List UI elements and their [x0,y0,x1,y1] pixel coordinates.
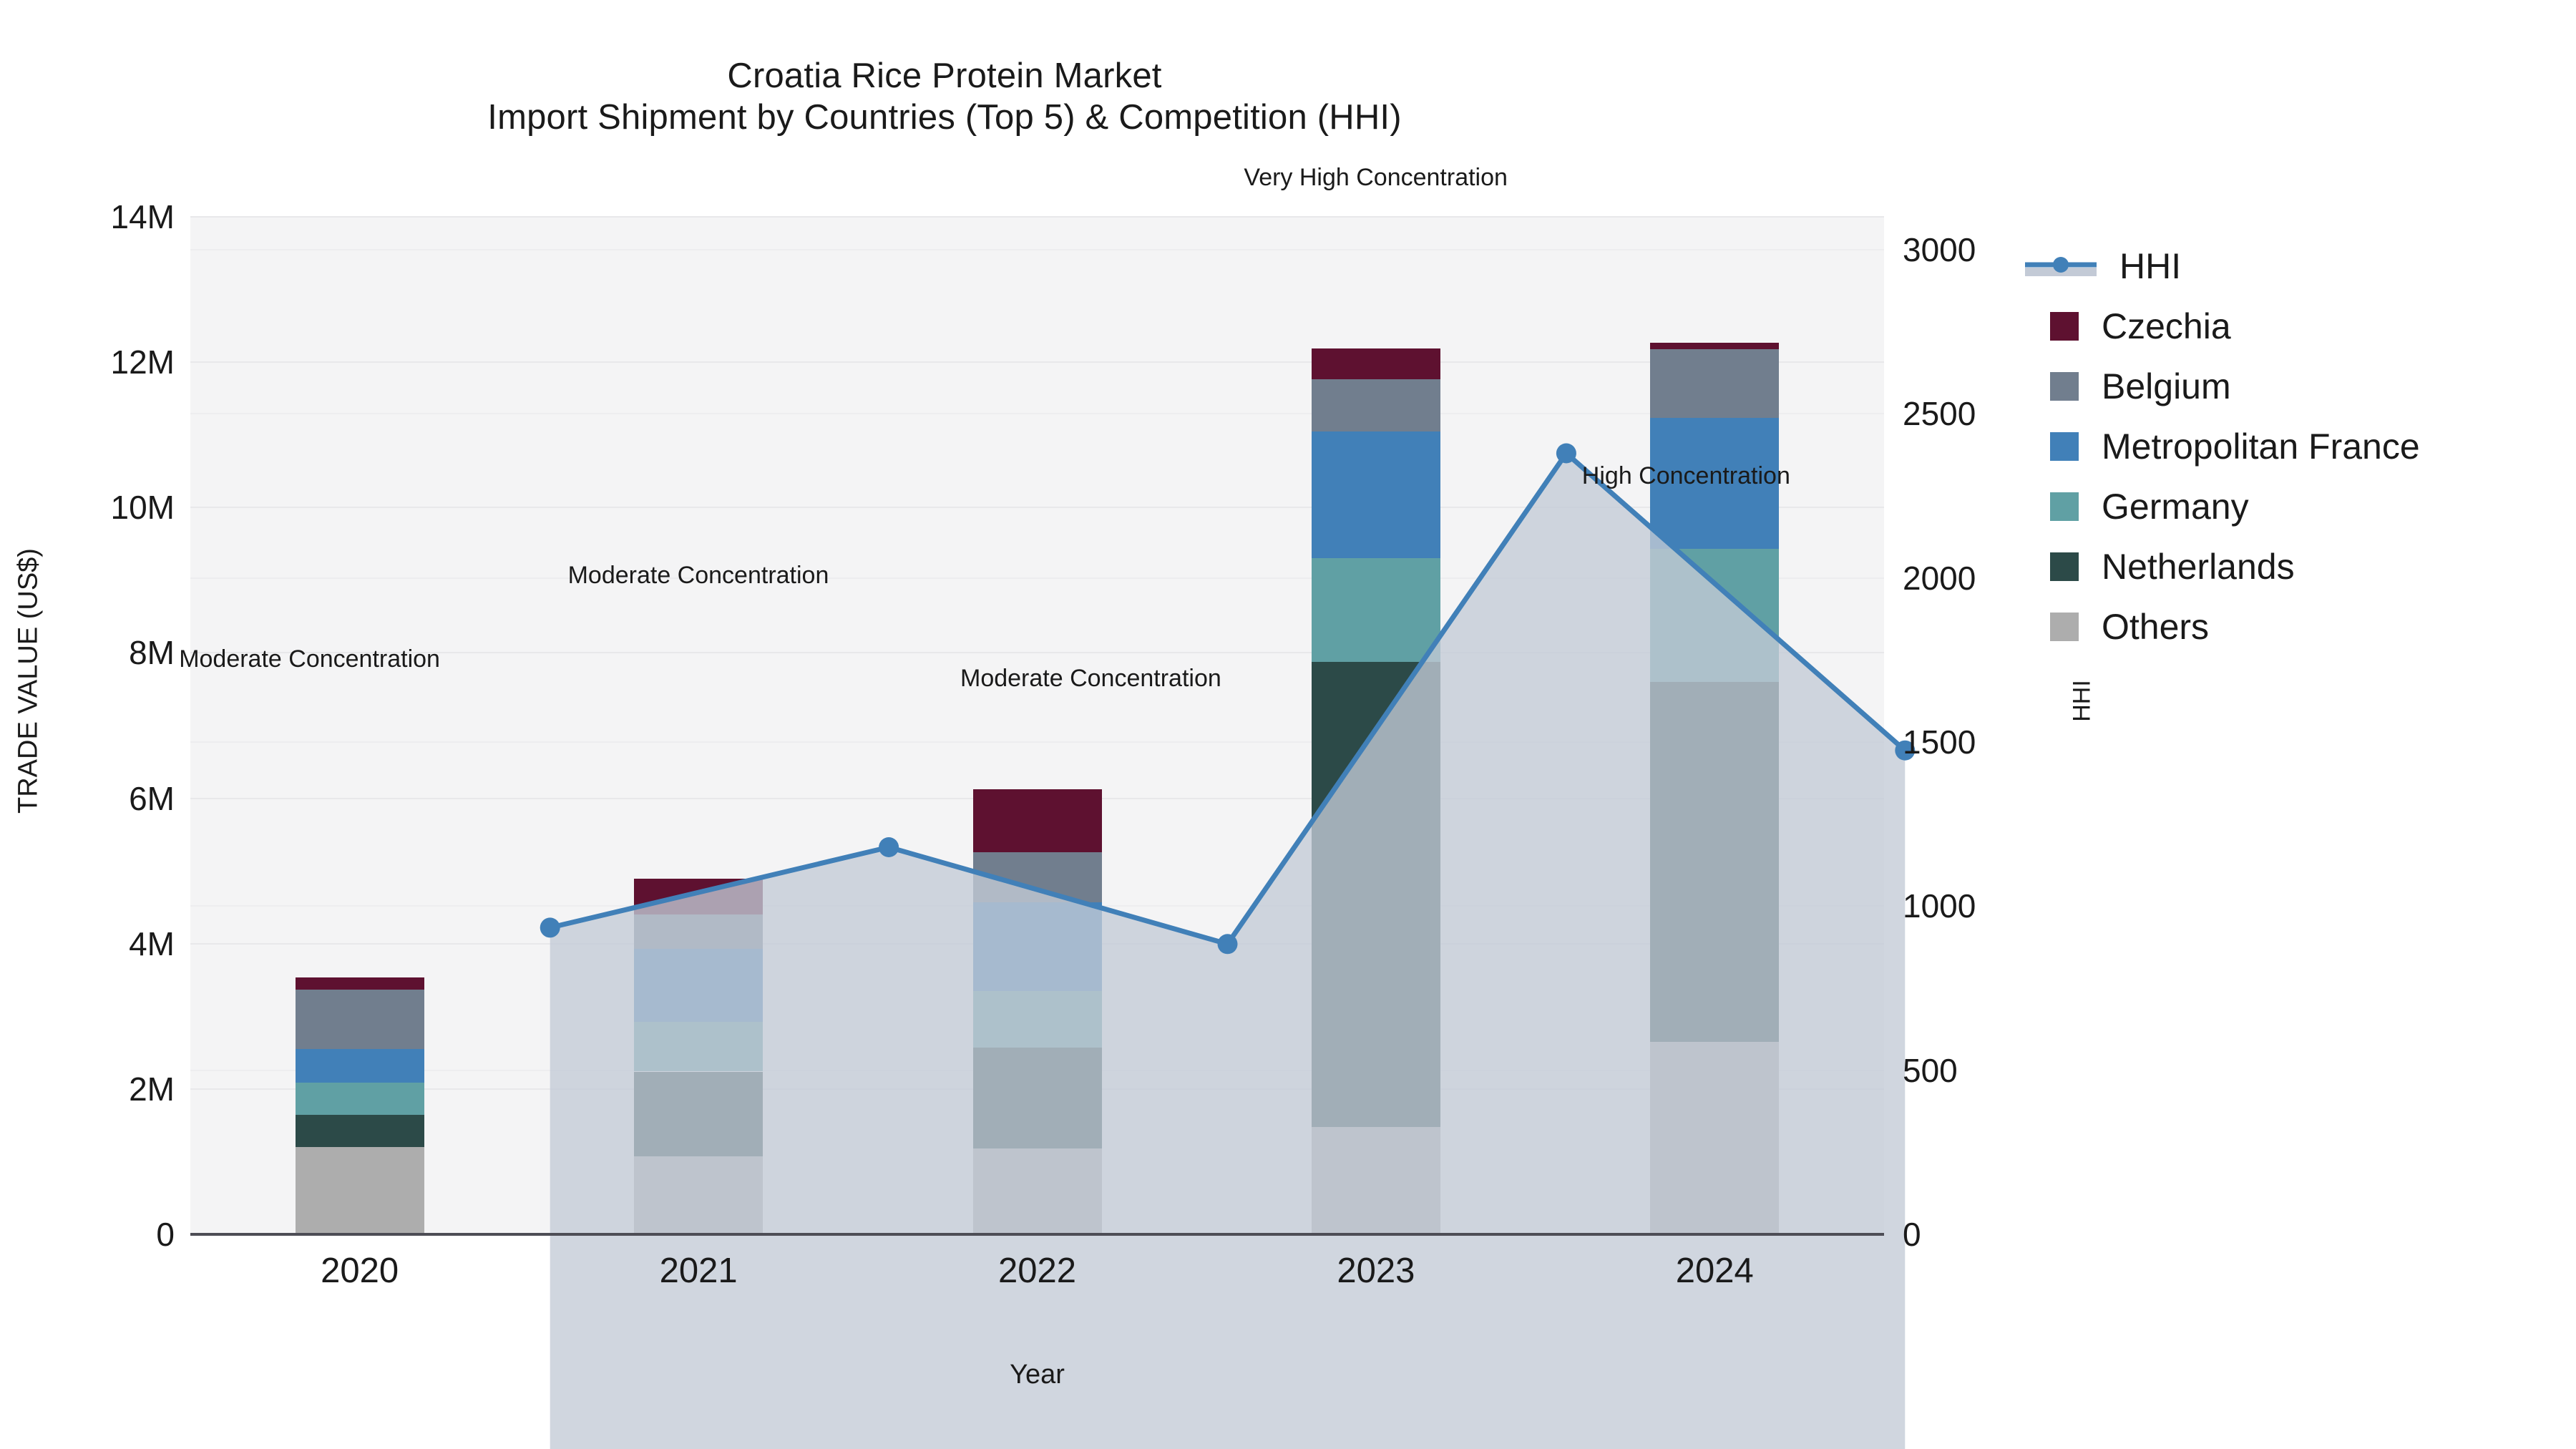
y-tick-left: 4M [129,924,175,962]
y-tick-right: 500 [1903,1051,1958,1089]
bar-group-2021[interactable] [634,217,763,1234]
legend-swatch-icon [2050,432,2079,461]
bar-segment-metropolitan-france[interactable] [972,902,1102,991]
x-tick-2023: 2023 [1337,1252,1415,1290]
hhi-annotation-2022: Moderate Concentration [960,664,1221,692]
bar-segment-metropolitan-france[interactable] [634,948,763,1023]
bar-segment-belgium[interactable] [295,989,424,1049]
y-tick-left: 0 [156,1216,175,1253]
chart-title-block: Croatia Rice Protein Market Import Shipm… [0,56,1889,139]
bar-group-2022[interactable] [972,217,1102,1234]
y-tick-left: 12M [110,343,175,381]
hhi-marker-2021[interactable] [879,837,899,857]
hhi-annotation-2020: Moderate Concentration [179,645,440,673]
bar-segment-belgium[interactable] [972,852,1102,902]
bar-group-2023[interactable] [1311,217,1440,1234]
x-tick-2020: 2020 [321,1252,399,1290]
y-axis-left-title: TRADE VALUE (US$) [13,548,44,814]
legend-item-germany[interactable]: Germany [2046,477,2547,537]
chart-subtitle: Import Shipment by Countries (Top 5) & C… [487,97,1402,137]
bar-segment-metropolitan-france[interactable] [295,1049,424,1083]
bar-segment-netherlands[interactable] [1311,661,1440,1127]
legend-item-hhi[interactable]: HHI [2025,236,2547,296]
legend-label: Czechia [2102,306,2231,346]
y-tick-left: 14M [110,198,175,235]
gridline-secondary [190,413,1884,415]
bar-segment-germany[interactable] [972,990,1102,1048]
hhi-annotation-2024: High Concentration [1581,462,1790,490]
legend-swatch-icon [2050,312,2079,341]
x-tick-2021: 2021 [659,1252,738,1290]
legend-item-netherlands[interactable]: Netherlands [2046,537,2547,597]
hhi-annotation-2023: Very High Concentration [1244,164,1508,192]
y-tick-right: 2500 [1903,395,1976,433]
gridline-secondary [190,248,1884,250]
bar-segment-germany[interactable] [1650,549,1780,683]
y-tick-left: 6M [129,779,175,817]
bar-segment-others[interactable] [972,1148,1102,1234]
bar-segment-germany[interactable] [295,1082,424,1116]
legend-item-metropolitan-france[interactable]: Metropolitan France [2046,416,2547,477]
x-tick-2022: 2022 [997,1252,1076,1290]
bar-segment-netherlands[interactable] [972,1047,1102,1149]
bar-segment-belgium[interactable] [634,914,763,949]
hhi-marker-2020[interactable] [540,917,560,938]
x-tick-2024: 2024 [1675,1252,1754,1290]
chart-title: Croatia Rice Protein Market [727,57,1162,95]
y-tick-right: 0 [1903,1216,1921,1253]
legend-swatch-icon [2050,492,2079,521]
bar-segment-metropolitan-france[interactable] [1311,431,1440,559]
legend-swatch-icon [2050,552,2079,581]
y-tick-left: 10M [110,489,175,527]
bar-segment-czechia[interactable] [1650,342,1780,349]
legend-item-belgium[interactable]: Belgium [2046,356,2547,416]
legend-label: Germany [2102,487,2249,527]
y-tick-left: 8M [129,634,175,672]
y-tick-right: 1000 [1903,887,1976,925]
legend-label: Others [2102,607,2210,647]
bar-group-2020[interactable] [295,217,424,1234]
gridline [190,216,1884,218]
legend-swatch-icon [2050,372,2079,401]
y-tick-left: 2M [129,1070,175,1108]
x-axis-line [190,1233,1884,1236]
bar-segment-germany[interactable] [634,1022,763,1072]
hhi-annotation-2021: Moderate Concentration [567,562,829,590]
legend-label: Belgium [2102,366,2231,406]
y-tick-right: 1500 [1903,723,1976,761]
legend-label: Metropolitan France [2102,426,2420,467]
legend-item-others[interactable]: Others [2046,597,2547,657]
legend-label: Netherlands [2102,547,2295,587]
legend-swatch-icon [2050,613,2079,641]
bar-segment-netherlands[interactable] [634,1071,763,1157]
hhi-marker-2023[interactable] [1556,443,1576,464]
bar-segment-others[interactable] [1311,1126,1440,1234]
bar-segment-others[interactable] [295,1147,424,1234]
bar-segment-czechia[interactable] [634,879,763,915]
x-axis-title: Year [1010,1360,1065,1390]
gridline [190,361,1884,364]
bar-segment-germany[interactable] [1311,558,1440,662]
plot-area [190,216,1916,1449]
legend: HHI Czechia Belgium Metropolitan France Germ… [2025,236,2547,657]
bar-group-2024[interactable] [1650,217,1780,1234]
bar-segment-netherlands[interactable] [295,1115,424,1148]
legend-label: HHI [2119,246,2182,286]
bar-segment-others[interactable] [634,1156,763,1234]
bar-segment-belgium[interactable] [1650,348,1780,419]
bar-segment-netherlands[interactable] [1650,682,1780,1042]
bar-segment-czechia[interactable] [295,977,424,990]
bar-segment-czechia[interactable] [972,789,1102,852]
bar-segment-belgium[interactable] [1311,379,1440,431]
bar-segment-others[interactable] [1650,1041,1780,1234]
legend-line-icon [2025,252,2097,280]
legend-item-czechia[interactable]: Czechia [2046,296,2547,356]
y-tick-right: 3000 [1903,230,1976,268]
y-tick-right: 2000 [1903,559,1976,597]
bar-segment-czechia[interactable] [1311,348,1440,379]
